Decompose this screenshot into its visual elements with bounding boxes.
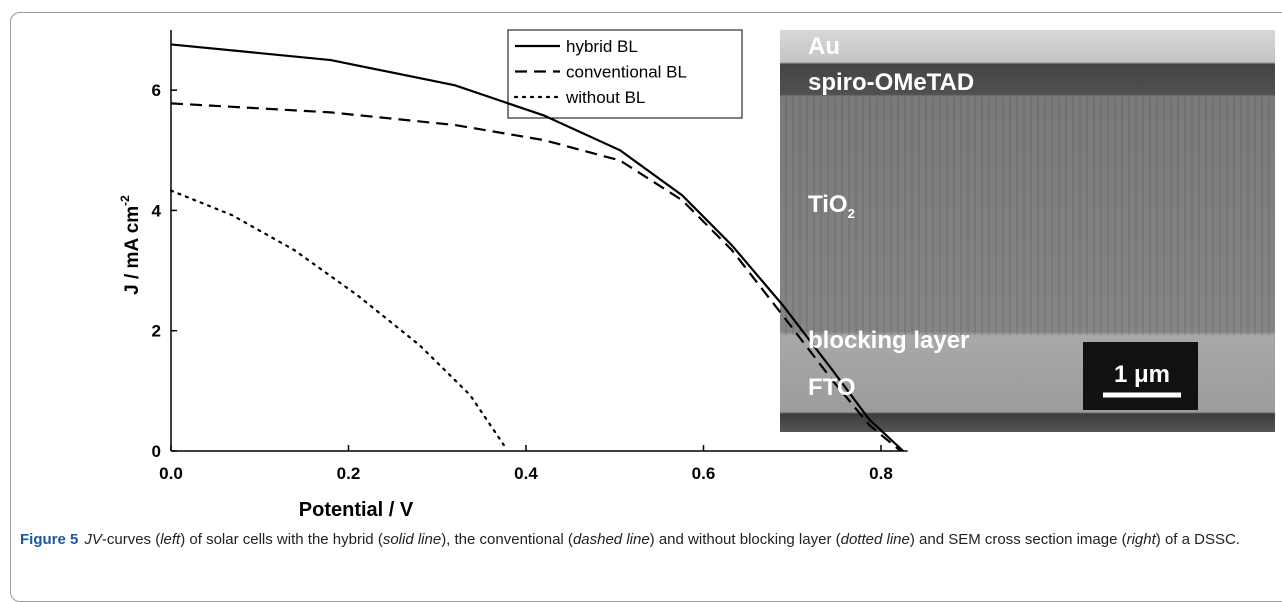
caption-text: left xyxy=(160,531,181,548)
legend-label: hybrid BL xyxy=(566,37,638,56)
sem-label-text: blocking layer xyxy=(808,327,969,354)
caption-text: dashed line xyxy=(572,531,650,548)
x-tick-label: 0.6 xyxy=(692,464,716,483)
legend-label: without BL xyxy=(565,88,645,107)
y-tick-label: 6 xyxy=(152,81,161,100)
y-axis-label-sup: -2 xyxy=(118,195,132,206)
series-line xyxy=(169,189,505,447)
caption-label: Figure 5 xyxy=(20,531,79,548)
sem-texture xyxy=(780,97,1275,335)
x-axis-label: Potential / V xyxy=(299,499,414,521)
x-tick-label: 0.0 xyxy=(159,464,183,483)
caption-text: ) of solar cells with the hybrid ( xyxy=(180,531,383,548)
sem-label: TiO2 xyxy=(808,191,855,221)
legend-box xyxy=(507,29,743,119)
sem-label: FTO xyxy=(808,374,856,401)
y-tick-label: 0 xyxy=(152,442,161,461)
sem-label-text: Au xyxy=(808,33,840,60)
sem-label: blocking layer xyxy=(808,327,969,354)
y-tick-label: 4 xyxy=(152,201,162,220)
sem-label: Au xyxy=(808,33,840,60)
caption-text: ) and SEM cross section image ( xyxy=(909,531,1127,548)
caption-text: ) of a DSSC. xyxy=(1155,531,1240,548)
caption-text: ), the conventional ( xyxy=(441,531,573,548)
scale-bar-label: 1 μm xyxy=(1114,361,1170,388)
sem-image: 1 μm xyxy=(780,30,1275,432)
sem-label: spiro-OMeTAD xyxy=(808,69,974,96)
caption-text: dotted line xyxy=(840,531,910,548)
caption-text: JV xyxy=(84,531,102,548)
sem-label-sub: 2 xyxy=(848,206,855,221)
page: J / mA cm-2 Potential / V 1 μm 0 2 4 6 0.0 0.… xyxy=(10,12,1282,602)
caption: Figure 5 JV-curves (left) of solar cells … xyxy=(20,529,1260,551)
y-tick-label: 2 xyxy=(152,322,161,341)
legend-label: conventional BL xyxy=(566,63,687,82)
caption-text: right xyxy=(1126,531,1156,548)
x-tick-label: 0.2 xyxy=(337,464,361,483)
series-line xyxy=(170,102,902,452)
sem-label-text: FTO xyxy=(808,374,856,401)
x-tick-label: 0.8 xyxy=(869,464,893,483)
series-line xyxy=(170,43,904,452)
caption-text: ) and without blocking layer ( xyxy=(649,531,841,548)
caption-text: -curves ( xyxy=(101,531,161,548)
scale-bar-box xyxy=(1083,342,1198,410)
caption-text: solid line xyxy=(382,531,442,548)
y-axis-label-text: J / mA cm xyxy=(122,206,143,295)
sem-label-text: TiO xyxy=(808,191,848,218)
x-tick-label: 0.4 xyxy=(514,464,538,483)
sem-label-text: spiro-OMeTAD xyxy=(808,69,974,96)
figure: J / mA cm-2 Potential / V 1 μm 0 2 4 6 0.0 0.… xyxy=(118,29,1275,521)
y-axis-label: J / mA cm-2 xyxy=(118,195,143,295)
